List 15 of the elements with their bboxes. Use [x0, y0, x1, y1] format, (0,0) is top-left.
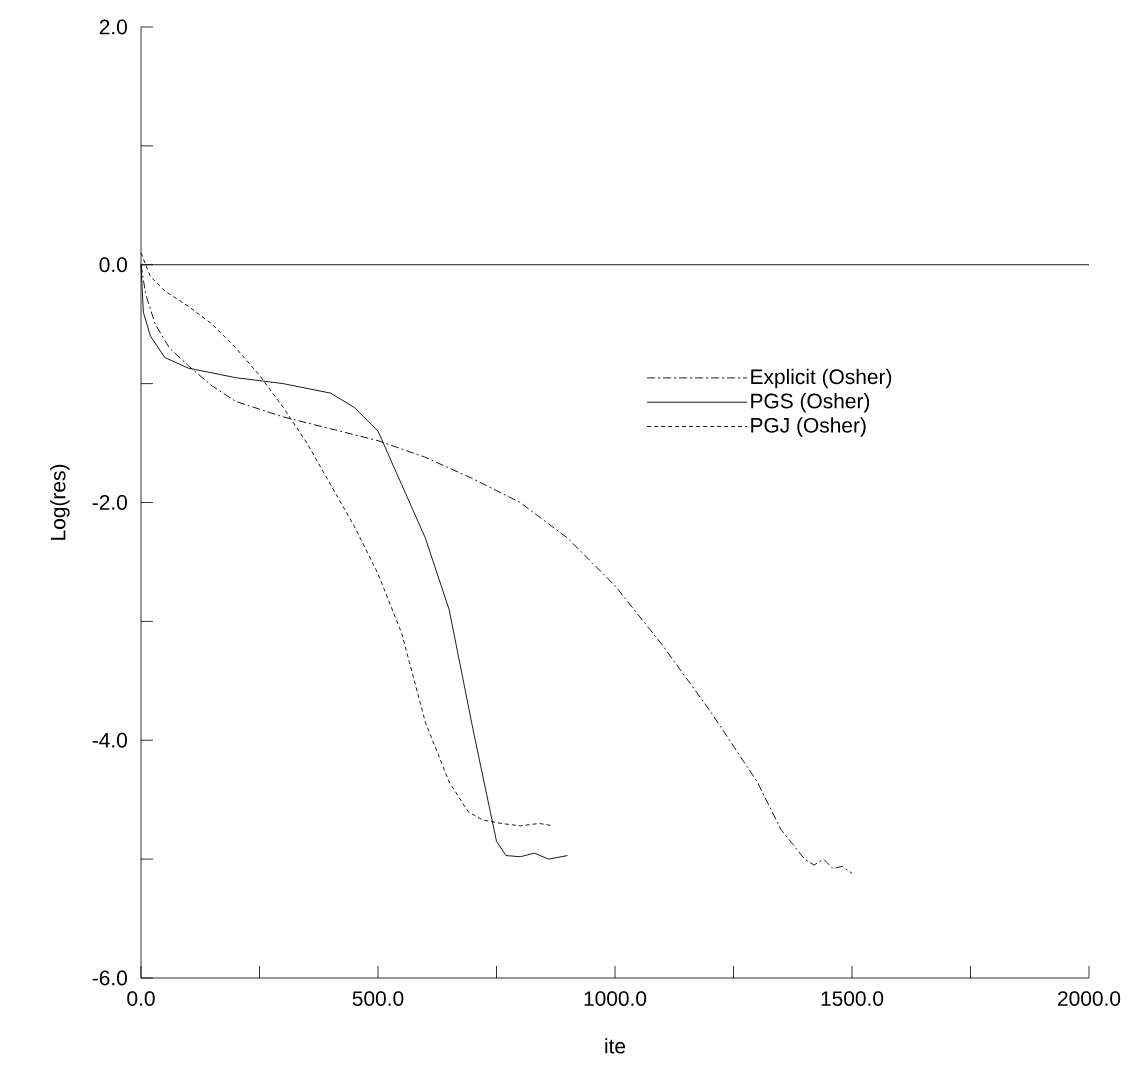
- x-tick-label: 0.0: [127, 991, 155, 1006]
- y-axis-title: Log(res): [50, 464, 70, 540]
- legend-label: Explicit (Osher): [751, 368, 892, 389]
- x-tick-label: 2000.0: [1058, 991, 1121, 1006]
- x-axis-title: ite: [605, 1038, 626, 1054]
- legend-label: PGJ (Osher): [751, 417, 866, 437]
- y-tick-label: -6.0: [92, 970, 127, 986]
- x-tick-label: 500.0: [352, 991, 404, 1006]
- x-tick-label: 1000.0: [584, 991, 647, 1006]
- y-tick-label: 0.0: [99, 257, 127, 273]
- y-tick-label: -4.0: [92, 732, 127, 748]
- legend-label: PGS (Osher): [751, 393, 870, 413]
- y-tick-label: -2.0: [92, 495, 127, 510]
- x-tick-label: 1500.0: [821, 991, 884, 1006]
- y-tick-label: 2.0: [99, 19, 127, 35]
